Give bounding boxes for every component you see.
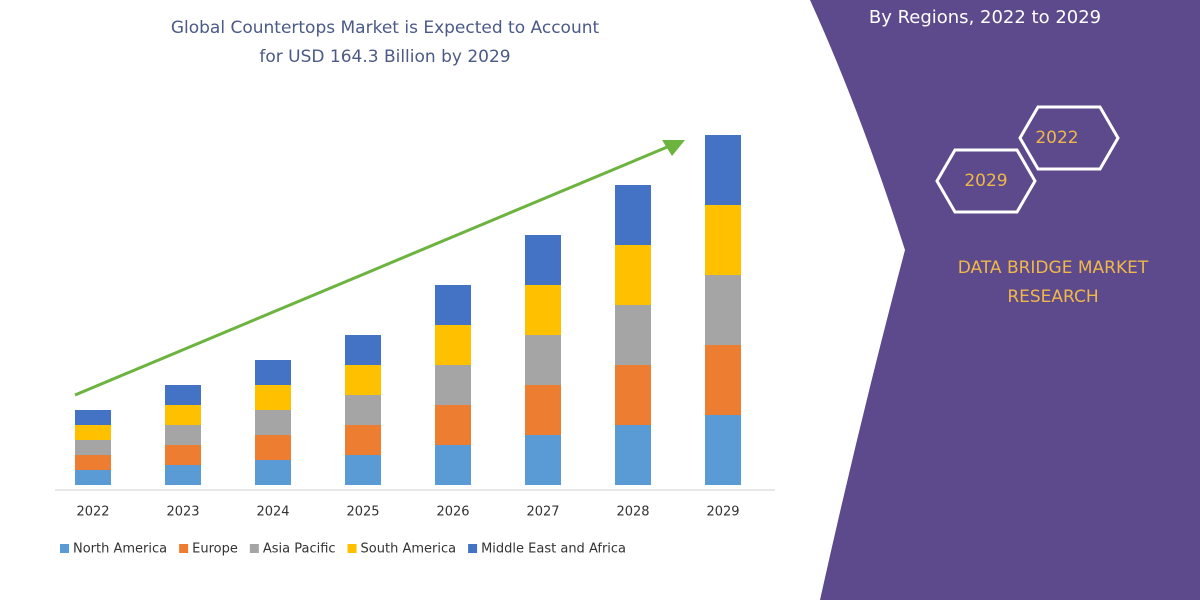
- bar-segment: [615, 305, 651, 365]
- bar-segment: [525, 235, 561, 285]
- bar-segment: [255, 435, 291, 460]
- legend-swatch: [468, 544, 478, 553]
- bar-segment: [615, 185, 651, 245]
- bar-segment: [255, 360, 291, 385]
- legend-label: North America: [73, 542, 167, 557]
- title-line: for USD 164.3 Billion by 2029: [259, 47, 510, 67]
- bar-segment: [75, 410, 111, 425]
- bar-segment: [75, 470, 111, 485]
- bar-segment: [705, 415, 741, 485]
- x-tick-label: 2026: [436, 505, 469, 520]
- bar-segment: [345, 335, 381, 365]
- bar-segment: [345, 425, 381, 455]
- legend-swatch: [60, 544, 69, 553]
- x-tick-label: 2025: [346, 505, 379, 520]
- title-line: Global Countertops Market is Expected to…: [171, 18, 600, 38]
- subtitle: By Regions, 2022 to 2029: [869, 7, 1101, 28]
- bar-segment: [705, 205, 741, 275]
- arrow-head: [662, 140, 685, 156]
- bar-segment: [75, 425, 111, 440]
- hexagon: [935, 148, 1037, 214]
- side-panel: [810, 0, 1200, 600]
- brand-line: DATA BRIDGE MARKET: [958, 258, 1149, 278]
- trend-arrow: [74, 143, 673, 397]
- bar-segment: [435, 405, 471, 445]
- x-tick-label: 2024: [256, 505, 289, 520]
- bar-segment: [615, 425, 651, 485]
- legend-swatch: [179, 544, 189, 553]
- bar-segment: [165, 385, 201, 405]
- plot: 2022 2023 2024 2025 2026 2027 2028 2029 North Am…: [60, 135, 741, 557]
- bar-segment: [75, 440, 111, 455]
- bar-segment: [165, 405, 201, 425]
- legend-label: South America: [361, 542, 457, 557]
- legend-swatch: [347, 544, 357, 553]
- bar-segment: [165, 445, 201, 465]
- bar-segment: [705, 135, 741, 205]
- bar-segment: [255, 460, 291, 485]
- hexagon: [1018, 105, 1120, 171]
- legend-label: Asia Pacific: [263, 542, 336, 557]
- bar-segment: [615, 365, 651, 425]
- bar-segment: [255, 410, 291, 435]
- bar-segment: [435, 285, 471, 325]
- bar-segment: [435, 365, 471, 405]
- bar-segment: [75, 455, 111, 470]
- bar-segment: [525, 385, 561, 435]
- bar-segment: [165, 465, 201, 485]
- bar-segment: [345, 365, 381, 395]
- brand-line: RESEARCH: [1007, 287, 1098, 307]
- bar-segment: [525, 285, 561, 335]
- x-tick-label: 2029: [706, 505, 739, 520]
- x-tick-label: 2022: [76, 505, 109, 520]
- x-tick-label: 2023: [166, 505, 199, 520]
- bar-segment: [165, 425, 201, 445]
- bar-segment: [705, 345, 741, 415]
- hexagon-label: 2022: [1035, 128, 1078, 148]
- hexagon-label: 2029: [964, 171, 1007, 191]
- bar-segment: [255, 385, 291, 410]
- legend-label: Middle East and Africa: [481, 542, 626, 557]
- bar-segment: [345, 455, 381, 485]
- legend-swatch: [249, 544, 259, 553]
- bar-segment: [435, 445, 471, 485]
- x-tick-label: 2028: [616, 505, 649, 520]
- bar-segment: [435, 325, 471, 365]
- bar-segment: [345, 395, 381, 425]
- bar-segment: [525, 435, 561, 485]
- bar-segment: [525, 335, 561, 385]
- legend-label: Europe: [192, 542, 238, 557]
- bar-segment: [615, 245, 651, 305]
- x-tick-label: 2027: [526, 505, 559, 520]
- bar-segment: [705, 275, 741, 345]
